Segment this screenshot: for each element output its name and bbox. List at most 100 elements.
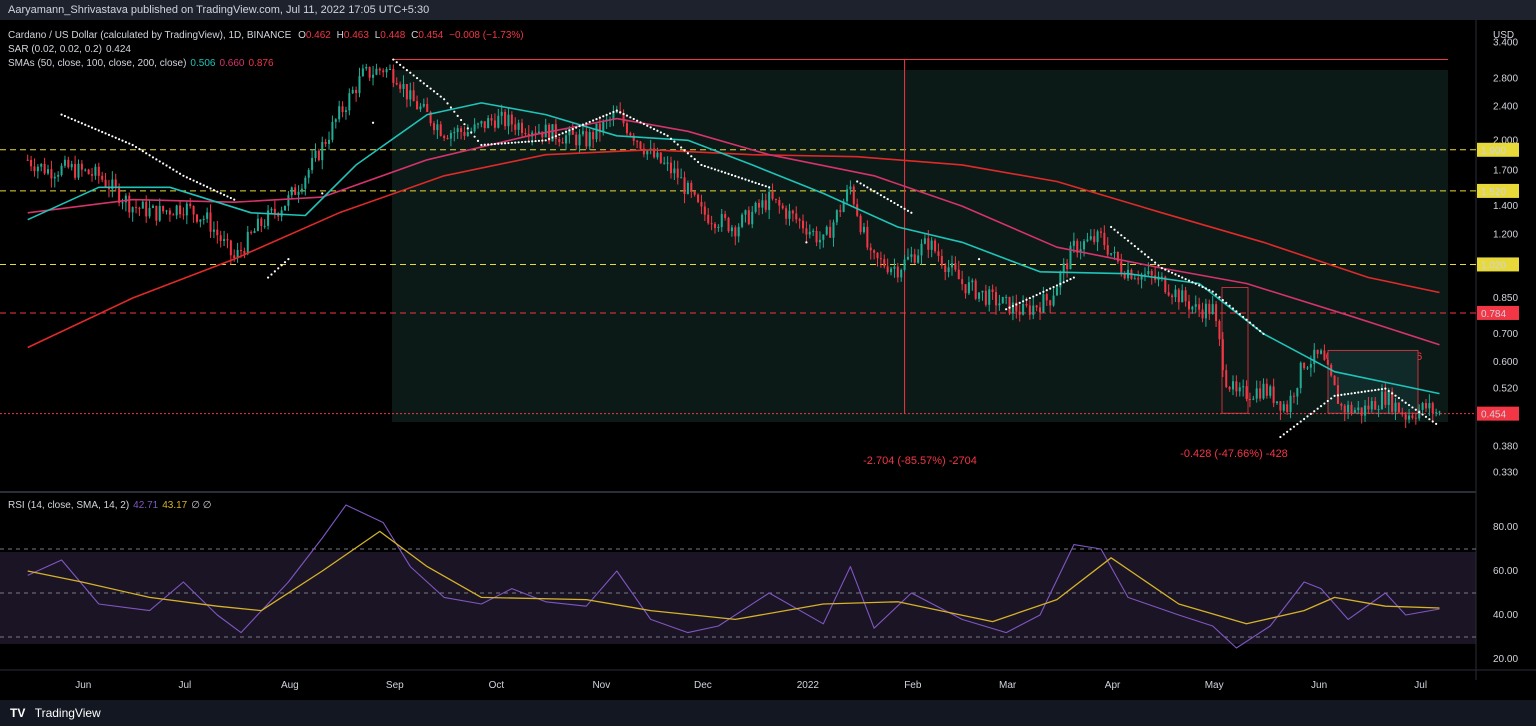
candle-body[interactable]	[219, 235, 222, 241]
candle-body[interactable]	[1042, 294, 1045, 313]
candle-body[interactable]	[808, 231, 811, 235]
candle-body[interactable]	[236, 249, 239, 259]
candle-body[interactable]	[138, 207, 141, 209]
candle-body[interactable]	[1245, 386, 1248, 399]
candle-body[interactable]	[419, 106, 422, 110]
candle-body[interactable]	[145, 201, 148, 217]
candle-body[interactable]	[534, 132, 537, 134]
candle-body[interactable]	[307, 170, 310, 178]
candle-body[interactable]	[720, 214, 723, 228]
candle-body[interactable]	[913, 254, 916, 263]
candle-body[interactable]	[927, 238, 930, 250]
candle-body[interactable]	[216, 229, 219, 236]
candle-body[interactable]	[581, 131, 584, 135]
candle-body[interactable]	[1238, 387, 1241, 392]
candle-body[interactable]	[802, 220, 805, 229]
candle-body[interactable]	[1435, 412, 1438, 414]
candle-body[interactable]	[114, 179, 117, 187]
candle-body[interactable]	[449, 132, 452, 139]
candle-body[interactable]	[1133, 278, 1136, 280]
candle-body[interactable]	[578, 134, 581, 146]
candle-body[interactable]	[1343, 405, 1346, 413]
candle-body[interactable]	[883, 259, 886, 267]
candle-body[interactable]	[1289, 395, 1292, 412]
candle-body[interactable]	[1174, 289, 1177, 298]
candle-body[interactable]	[94, 166, 97, 176]
candle-body[interactable]	[717, 227, 720, 229]
candle-body[interactable]	[1286, 404, 1289, 412]
candle-body[interactable]	[67, 159, 70, 168]
candle-body[interactable]	[175, 205, 178, 216]
candle-body[interactable]	[283, 205, 287, 211]
candle-body[interactable]	[1303, 362, 1306, 369]
candle-body[interactable]	[50, 169, 53, 179]
candle-body[interactable]	[862, 226, 865, 233]
candle-body[interactable]	[80, 163, 83, 170]
candle-body[interactable]	[155, 205, 158, 221]
candle-body[interactable]	[1414, 417, 1417, 419]
candle-body[interactable]	[517, 122, 520, 130]
candle-body[interactable]	[1187, 301, 1191, 310]
candle-body[interactable]	[351, 89, 354, 94]
candle-body[interactable]	[57, 175, 60, 177]
candle-body[interactable]	[43, 163, 46, 174]
candle-body[interactable]	[964, 284, 967, 294]
candle-body[interactable]	[1069, 245, 1072, 270]
candle-body[interactable]	[493, 120, 496, 128]
candle-body[interactable]	[1137, 278, 1140, 280]
candle-body[interactable]	[629, 133, 632, 136]
legend-rsi[interactable]: RSI (14, close, SMA, 14, 2) 42.71 43.17 ∅ ∅	[8, 500, 211, 511]
candle-body[interactable]	[558, 139, 561, 143]
candle-body[interactable]	[754, 202, 757, 212]
candle-body[interactable]	[463, 131, 466, 136]
candle-body[interactable]	[1008, 296, 1011, 314]
candle-body[interactable]	[585, 131, 588, 147]
candle-body[interactable]	[1404, 414, 1407, 420]
candle-body[interactable]	[267, 210, 270, 226]
candle-body[interactable]	[263, 225, 266, 227]
candle-body[interactable]	[1039, 307, 1042, 313]
candle-body[interactable]	[1276, 401, 1279, 404]
candle-body[interactable]	[856, 204, 859, 216]
candle-body[interactable]	[1299, 362, 1302, 389]
candle-body[interactable]	[1150, 271, 1153, 276]
candle-body[interactable]	[1306, 367, 1309, 369]
candle-body[interactable]	[70, 164, 73, 168]
candle-body[interactable]	[91, 174, 94, 176]
candle-body[interactable]	[446, 138, 449, 140]
candle-body[interactable]	[1259, 388, 1262, 399]
candle-body[interactable]	[182, 214, 185, 216]
candle-body[interactable]	[168, 210, 171, 215]
candle-body[interactable]	[1428, 403, 1431, 409]
candle-body[interactable]	[846, 189, 849, 202]
candle-body[interactable]	[978, 292, 981, 299]
candle-body[interactable]	[764, 200, 767, 210]
candle-body[interactable]	[1143, 274, 1146, 276]
candle-body[interactable]	[172, 214, 175, 216]
candle-body[interactable]	[375, 68, 378, 75]
candle-body[interactable]	[1262, 383, 1265, 399]
candle-body[interactable]	[639, 141, 642, 149]
candle-body[interactable]	[886, 266, 889, 273]
candle-body[interactable]	[158, 205, 161, 221]
candle-body[interactable]	[466, 132, 469, 136]
candle-body[interactable]	[940, 256, 943, 266]
legend-sar[interactable]: SAR (0.02, 0.02, 0.2) 0.424	[8, 44, 131, 55]
candle-body[interactable]	[135, 207, 138, 209]
candle-body[interactable]	[866, 226, 869, 248]
candle-body[interactable]	[206, 212, 209, 219]
candle-body[interactable]	[900, 269, 903, 278]
candle-body[interactable]	[280, 210, 283, 217]
candle-body[interactable]	[253, 231, 256, 233]
candle-body[interactable]	[663, 162, 666, 164]
candle-body[interactable]	[1218, 320, 1221, 340]
candle-body[interactable]	[507, 114, 510, 127]
candle-body[interactable]	[1204, 303, 1207, 319]
candle-body[interactable]	[189, 203, 192, 207]
candle-body[interactable]	[260, 218, 263, 226]
candle-body[interactable]	[331, 121, 334, 140]
candle-body[interactable]	[185, 203, 188, 216]
candle-body[interactable]	[256, 218, 259, 232]
candle-body[interactable]	[757, 202, 761, 208]
candle-body[interactable]	[612, 112, 615, 120]
